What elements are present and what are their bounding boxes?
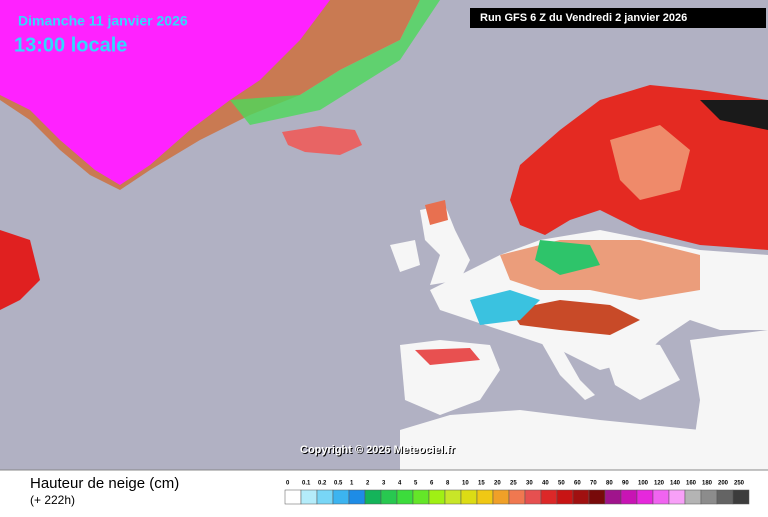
legend-swatch (348, 489, 366, 505)
snow-zone (535, 240, 600, 275)
legend-swatch (684, 489, 702, 505)
legend-label: 40 (542, 481, 549, 487)
snow-zone (0, 230, 40, 310)
legend-swatch (652, 489, 670, 505)
legend-label: 0.1 (302, 481, 311, 487)
legend-swatch (300, 489, 318, 505)
legend-swatch (380, 489, 398, 505)
run-info: Run GFS 6 Z du Vendredi 2 janvier 2026 (480, 12, 687, 24)
legend-label: 250 (734, 481, 745, 487)
legend-swatch (332, 489, 350, 505)
legend-swatch (444, 489, 462, 505)
forecast-date: Dimanche 11 janvier 2026 (18, 13, 188, 29)
legend-swatch (428, 489, 446, 505)
legend-label: 0.2 (318, 481, 327, 487)
legend-swatch (636, 489, 654, 505)
legend-label: 6 (430, 481, 434, 487)
legend-swatch (316, 489, 334, 505)
legend-label: 80 (606, 481, 613, 487)
legend-swatch (540, 489, 558, 505)
snow-zone (415, 348, 480, 365)
snow-zone (700, 100, 768, 130)
snow-zone (0, 0, 330, 185)
legend-swatch (524, 489, 542, 505)
legend-swatch (700, 489, 718, 505)
land (690, 330, 768, 400)
footer-lead: (+ 222h) (30, 493, 75, 507)
legend-label: 2 (366, 481, 370, 487)
legend-swatch (396, 489, 414, 505)
land (690, 400, 768, 470)
legend-swatch (412, 489, 430, 505)
legend-swatch (668, 489, 686, 505)
land (420, 205, 470, 285)
legend-label: 3 (382, 481, 386, 487)
legend-swatch (732, 489, 750, 505)
legend: 0 0.1 0.2 0.5 1 2 3 4 5 6 8 10 15 20 25 30 40 50 60 70 80 90 1… (284, 481, 750, 505)
forecast-time: 13:00 locale (14, 34, 127, 56)
snow-zone (282, 126, 362, 155)
legend-swatch (364, 489, 382, 505)
legend-label: 25 (510, 481, 517, 487)
snow-zone (510, 300, 640, 335)
land (600, 340, 680, 400)
legend-label: 180 (702, 481, 713, 487)
legend-label: 0 (286, 481, 290, 487)
legend-swatch (572, 489, 590, 505)
legend-swatch (476, 489, 494, 505)
legend-label: 70 (590, 481, 597, 487)
legend-swatch (460, 489, 478, 505)
legend-label: 10 (462, 481, 469, 487)
copyright: Copyright © 2026 Meteociel.fr (300, 444, 456, 456)
legend-label: 140 (670, 481, 681, 487)
legend-label: 160 (686, 481, 697, 487)
legend-swatch (508, 489, 526, 505)
legend-swatch (604, 489, 622, 505)
legend-label: 20 (494, 481, 501, 487)
legend-label: 200 (718, 481, 729, 487)
snow-zone (425, 200, 448, 225)
land (390, 240, 420, 272)
legend-swatch (716, 489, 734, 505)
copyright-shadow: Copyright © 2026 Meteociel.fr (301, 445, 457, 457)
legend-label: 90 (622, 481, 629, 487)
run-box (470, 8, 766, 28)
snow-zone (230, 0, 440, 125)
legend-swatch (588, 489, 606, 505)
legend-swatch (492, 489, 510, 505)
legend-label: 0.5 (334, 481, 343, 487)
snow-zone (610, 125, 690, 200)
legend-label: 1 (350, 481, 354, 487)
legend-label: 4 (398, 481, 402, 487)
legend-label: 100 (638, 481, 649, 487)
legend-label: 5 (414, 481, 418, 487)
legend-label: 8 (446, 481, 450, 487)
land (400, 410, 768, 470)
legend-swatch (620, 489, 638, 505)
legend-label: 15 (478, 481, 485, 487)
land (540, 340, 595, 400)
legend-label: 50 (558, 481, 565, 487)
footer-title: Hauteur de neige (cm) (30, 475, 179, 492)
legend-label: 60 (574, 481, 581, 487)
legend-swatch (284, 489, 302, 505)
legend-swatch (556, 489, 574, 505)
legend-label: 30 (526, 481, 533, 487)
snow-zone (470, 290, 540, 325)
legend-label: 120 (654, 481, 665, 487)
